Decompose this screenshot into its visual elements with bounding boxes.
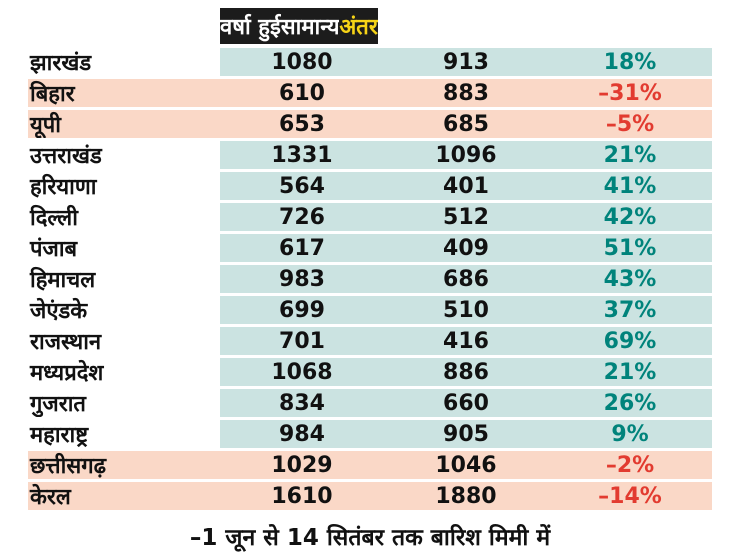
- header-state-spacer: [28, 8, 220, 44]
- table-row: छत्तीसगढ़ 1029 1046 –2%: [28, 451, 712, 479]
- state-name: मध्यप्रदेश: [30, 361, 104, 386]
- normal-value: 883: [384, 79, 548, 107]
- table-row: दिल्ली 726 512 42%: [28, 203, 712, 231]
- table-row: मध्यप्रदेश 1068 886 21%: [28, 358, 712, 386]
- rainfall-value: 699: [220, 296, 384, 324]
- header-normal: सामान्य: [280, 8, 340, 44]
- state-name: गुजरात: [30, 392, 86, 417]
- normal-value: 510: [384, 296, 548, 324]
- diff-value: 21%: [548, 141, 712, 169]
- normal-value: 1880: [384, 482, 548, 510]
- diff-value: 26%: [548, 389, 712, 417]
- diff-value: 41%: [548, 172, 712, 200]
- diff-value: 37%: [548, 296, 712, 324]
- table-row: हिमाचल 983 686 43%: [28, 265, 712, 293]
- table-row: जेएंडके 699 510 37%: [28, 296, 712, 324]
- diff-value: 9%: [548, 420, 712, 448]
- rainfall-value: 564: [220, 172, 384, 200]
- diff-value: 21%: [548, 358, 712, 386]
- state-name: हरियाणा: [30, 175, 97, 200]
- rainfall-value: 653: [220, 110, 384, 138]
- rainfall-value: 617: [220, 234, 384, 262]
- diff-value: 43%: [548, 265, 712, 293]
- rainfall-value: 984: [220, 420, 384, 448]
- state-name: यूपी: [28, 110, 220, 138]
- state-name: पंजाब: [30, 237, 78, 262]
- state-name: जेएंडके: [30, 299, 88, 324]
- rainfall-value: 1029: [220, 451, 384, 479]
- state-name: हिमाचल: [30, 268, 96, 293]
- table-row: यूपी 653 685 –5%: [28, 110, 712, 138]
- normal-value: 416: [384, 327, 548, 355]
- normal-value: 1046: [384, 451, 548, 479]
- header-rainfall: वर्षा हुई: [220, 8, 281, 44]
- rainfall-value: 726: [220, 203, 384, 231]
- state-name: राजस्थान: [30, 330, 102, 355]
- table-row: गुजरात 834 660 26%: [28, 389, 712, 417]
- diff-value: –31%: [548, 79, 712, 107]
- table-row: महाराष्ट्र 984 905 9%: [28, 420, 712, 448]
- state-name: बिहार: [28, 79, 220, 107]
- state-name: दिल्ली: [30, 206, 78, 231]
- rainfall-value: 834: [220, 389, 384, 417]
- table-header: वर्षा हुई सामान्य अंतर: [28, 8, 712, 44]
- rainfall-value: 1610: [220, 482, 384, 510]
- table-row: केरल 1610 1880 –14%: [28, 482, 712, 510]
- normal-value: 913: [384, 48, 548, 76]
- table-row: राजस्थान 701 416 69%: [28, 327, 712, 355]
- diff-value: –2%: [548, 451, 712, 479]
- rainfall-value: 701: [220, 327, 384, 355]
- diff-value: –5%: [548, 110, 712, 138]
- table-row: पंजाब 617 409 51%: [28, 234, 712, 262]
- normal-value: 660: [384, 389, 548, 417]
- state-name: महाराष्ट्र: [30, 423, 89, 448]
- state-name: उत्तराखंड: [30, 144, 102, 169]
- state-name: केरल: [28, 482, 220, 510]
- normal-value: 401: [384, 172, 548, 200]
- normal-value: 512: [384, 203, 548, 231]
- normal-value: 886: [384, 358, 548, 386]
- normal-value: 685: [384, 110, 548, 138]
- state-name: झारखंड: [30, 51, 92, 76]
- rainfall-value: 1080: [220, 48, 384, 76]
- table-row: उत्तराखंड 1331 1096 21%: [28, 141, 712, 169]
- normal-value: 1096: [384, 141, 548, 169]
- normal-value: 905: [384, 420, 548, 448]
- rainfall-value: 983: [220, 265, 384, 293]
- diff-value: 51%: [548, 234, 712, 262]
- table-row: बिहार 610 883 –31%: [28, 79, 712, 107]
- normal-value: 686: [384, 265, 548, 293]
- normal-value: 409: [384, 234, 548, 262]
- diff-value: 18%: [548, 48, 712, 76]
- diff-value: –14%: [548, 482, 712, 510]
- table-row: झारखंड 1080 913 18%: [28, 48, 712, 76]
- state-name: छत्तीसगढ़: [28, 451, 220, 479]
- table-row: हरियाणा 564 401 41%: [28, 172, 712, 200]
- rainfall-value: 610: [220, 79, 384, 107]
- rainfall-value: 1068: [220, 358, 384, 386]
- diff-value: 69%: [548, 327, 712, 355]
- diff-value: 42%: [548, 203, 712, 231]
- footnote: –1 जून से 14 सितंबर तक बारिश मिमी में: [189, 525, 551, 551]
- header-diff: अंतर: [339, 8, 378, 44]
- rainfall-value: 1331: [220, 141, 384, 169]
